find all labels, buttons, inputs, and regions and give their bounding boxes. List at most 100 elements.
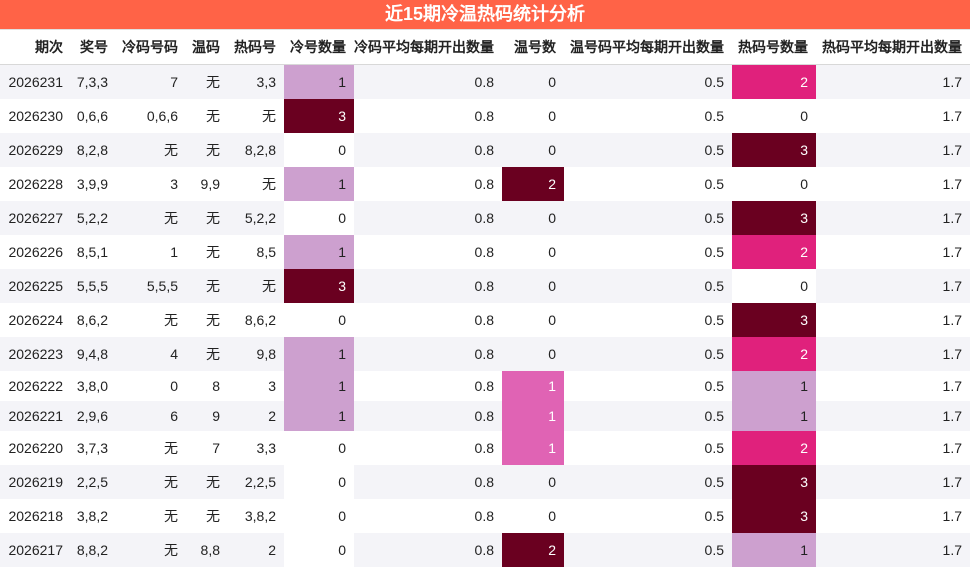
cell-draw: 9,4,8 xyxy=(71,337,116,371)
cell-period: 2026226 xyxy=(8,244,63,260)
cell-warm-numbers: 9,9 xyxy=(200,176,220,192)
cell-warm-avg: 0.5 xyxy=(564,64,732,99)
cell-cold-avg: 0.8 xyxy=(354,133,502,167)
cell-warm-avg: 0.5 xyxy=(704,176,724,192)
table-row: 2026229 8,2,8 无无 8,2,8 0 0.8 0 0.5 3 1.7 xyxy=(0,133,970,167)
cell-cold-avg: 0.8 xyxy=(474,108,494,124)
table-row: 2026227 5,2,2 无无 5,2,2 0 0.8 0 0.5 3 1.7 xyxy=(0,201,970,235)
cell-hot-avg: 1.7 xyxy=(942,508,962,524)
cell-cold-numbers: 0 xyxy=(170,378,178,394)
cell-warm-count: 2 xyxy=(502,167,564,201)
cell-cold-numbers: 无 xyxy=(116,133,186,167)
cell-warm-numbers: 无 xyxy=(186,64,228,99)
table-row: 2026220 3,7,3 无 7 3,3 0 0.8 1 0.5 2 1.7 xyxy=(0,431,970,465)
cell-cold-count: 0 xyxy=(284,499,354,533)
cell-cold-count: 0 xyxy=(284,133,354,167)
cell-period: 2026223 xyxy=(0,337,71,371)
cell-hot-avg: 1.7 xyxy=(816,64,970,99)
table-row: 2026224 8,6,2 无 无 8,6,2 0 0.8 0 0.5 3 1.7 xyxy=(0,303,970,337)
cell-draw: 5,2,2 xyxy=(71,201,116,235)
cell-cold-avg: 0.8 xyxy=(354,64,502,99)
cell-draw: 8,5,1 xyxy=(76,244,108,260)
table-row: 2026222 3,8,0 0 8 3 1 0.8 1 0.5 1 1.7 xyxy=(0,371,970,401)
table-row: 2026223 9,4,8 4 无 9,8 1 0.8 0 0.5 2 1.7 xyxy=(0,337,970,371)
cell-draw: 8,2,8 xyxy=(71,133,116,167)
col-header-cold-numbers: 冷码号码 xyxy=(116,30,186,65)
cell-warm-count: 0 xyxy=(548,508,556,524)
cell-warm-count: 1 xyxy=(502,431,564,465)
cell-draw: 8,8,2 xyxy=(71,533,116,567)
cell-warm-numbers: 无 xyxy=(186,465,228,499)
cell-hot-count: 3 xyxy=(732,201,816,235)
cell-cold-count: 1 xyxy=(284,337,354,371)
cell-hot-count: 1 xyxy=(732,371,816,401)
cell-cold-numbers: 无 xyxy=(116,201,186,235)
cell-period: 2026228 xyxy=(8,176,63,192)
cell-cold-numbers: 无 xyxy=(164,440,178,456)
cell-hot-numbers: 无 xyxy=(228,269,284,303)
cell-cold-count: 3 xyxy=(284,269,354,303)
cell-hot-count: 0 xyxy=(732,167,816,201)
cell-warm-count: 0 xyxy=(502,64,564,99)
cell-cold-count: 3 xyxy=(284,99,354,133)
cell-cold-numbers: 3 xyxy=(170,176,178,192)
cell-hot-avg: 1.7 xyxy=(816,533,970,567)
cell-draw: 3,7,3 xyxy=(76,440,108,456)
cell-hot-count: 3 xyxy=(732,133,816,167)
cell-warm-avg: 0.5 xyxy=(704,378,724,394)
cell-hot-count: 0 xyxy=(732,99,816,133)
cell-cold-avg: 0.8 xyxy=(474,378,494,394)
cell-hot-numbers: 8,2,8 xyxy=(228,133,284,167)
cell-period: 2026220 xyxy=(8,440,63,456)
cell-hot-avg: 1.7 xyxy=(816,269,970,303)
cell-hot-numbers: 5,2,2 xyxy=(228,201,284,235)
table-row: 2026230 0,6,6 0,6,6 无无 3 0.8 0 0.5 0 1.7 xyxy=(0,99,970,133)
cell-hot-numbers: 8,6,2 xyxy=(244,312,276,328)
cell-warm-numbers: 无 xyxy=(186,133,228,167)
cell-draw: 7,3,3 xyxy=(71,64,116,99)
cell-warm-count: 0 xyxy=(502,201,564,235)
cell-hot-count: 3 xyxy=(732,499,816,533)
cell-draw: 2,9,6 xyxy=(71,401,116,431)
cell-warm-numbers: 无 xyxy=(206,108,220,124)
col-header-hot-avg: 热码平均每期开出数量 xyxy=(816,30,970,65)
cell-warm-avg: 0.5 xyxy=(704,312,724,328)
cell-hot-numbers: 2,2,5 xyxy=(228,465,284,499)
cell-warm-avg: 0.5 xyxy=(704,108,724,124)
cell-warm-numbers: 无 xyxy=(206,312,220,328)
cell-cold-numbers: 7 xyxy=(116,64,186,99)
col-header-draw: 奖号 xyxy=(71,30,116,65)
cell-cold-avg: 0.8 xyxy=(474,312,494,328)
cell-period: 2026229 xyxy=(0,133,71,167)
cell-hot-numbers: 3,3 xyxy=(228,64,284,99)
cell-hot-numbers: 无 xyxy=(262,108,276,124)
cell-hot-avg: 1.7 xyxy=(942,108,962,124)
cell-hot-count: 3 xyxy=(732,465,816,499)
col-header-hot-count: 热码号数量 xyxy=(732,30,816,65)
cell-warm-numbers: 7 xyxy=(212,440,220,456)
cell-warm-count: 1 xyxy=(502,371,564,401)
cell-hot-avg: 1.7 xyxy=(816,201,970,235)
table-row: 2026217 8,8,2 无 8,8 2 0 0.8 2 0.5 1 1.7 xyxy=(0,533,970,567)
cell-warm-avg: 0.5 xyxy=(564,133,732,167)
cell-cold-count: 0 xyxy=(284,431,354,465)
cell-warm-numbers: 8 xyxy=(212,378,220,394)
cell-cold-avg: 0.8 xyxy=(474,508,494,524)
cell-warm-count: 0 xyxy=(548,108,556,124)
table-row: 2026226 8,5,1 1 无 8,5 1 0.8 0 0.5 2 1.7 xyxy=(0,235,970,269)
cell-draw: 8,6,2 xyxy=(76,312,108,328)
cell-period: 2026217 xyxy=(0,533,71,567)
cell-cold-numbers: 4 xyxy=(116,337,186,371)
cell-period: 2026225 xyxy=(0,269,71,303)
cell-hot-count: 2 xyxy=(732,337,816,371)
cell-hot-numbers: 无 xyxy=(262,176,276,192)
cell-hot-avg: 1.7 xyxy=(942,440,962,456)
cell-hot-avg: 1.7 xyxy=(816,337,970,371)
cell-cold-avg: 0.8 xyxy=(354,201,502,235)
cell-warm-avg: 0.5 xyxy=(564,533,732,567)
cell-hot-count: 1 xyxy=(732,533,816,567)
cell-cold-count: 1 xyxy=(284,235,354,269)
cell-warm-avg: 0.5 xyxy=(704,244,724,260)
col-header-warm-numbers: 温码 xyxy=(186,30,228,65)
stats-table: 期次 奖号 冷码号码 温码 热码号 冷号数量 冷码平均每期开出数量 温号数 温号… xyxy=(0,30,970,567)
